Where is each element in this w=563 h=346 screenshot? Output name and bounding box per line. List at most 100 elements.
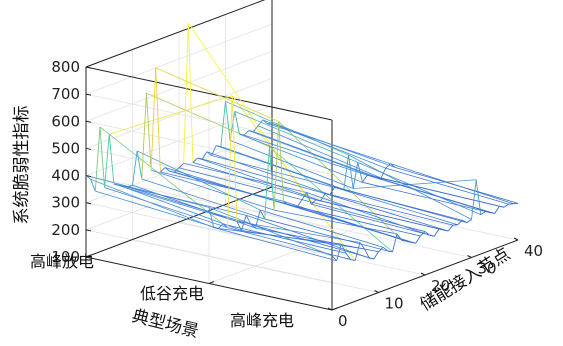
frame-edge: [85, 0, 266, 68]
surface-segment: [136, 150, 261, 211]
surface-segment: [329, 194, 453, 226]
surface-segment: [371, 175, 377, 178]
surface-segment: [345, 252, 351, 260]
z-tick-label: 400: [51, 167, 80, 185]
surface-segment: [310, 199, 317, 205]
surface-segment: [246, 214, 370, 259]
surface-segment: [146, 93, 152, 171]
surface-segment: [260, 209, 384, 248]
surface-segment: [243, 130, 250, 136]
surface-segment: [123, 185, 247, 216]
surface-segment: [406, 240, 412, 243]
surface-segment: [392, 233, 398, 253]
x-tick-label: 30: [478, 260, 497, 278]
x-axis-ticks: 0 10 20 30 40: [327, 237, 543, 330]
surface-segment: [118, 184, 242, 231]
surface-segment: [174, 167, 180, 173]
surface-segment: [301, 192, 308, 200]
surface-segment: [380, 167, 387, 179]
surface-segment: [227, 95, 233, 228]
surface-segment: [132, 150, 138, 186]
surface-segment: [211, 145, 217, 156]
surface-segment: [136, 150, 143, 180]
surface-segment: [220, 146, 344, 190]
surface-segment: [132, 184, 256, 229]
surface-segment: [367, 174, 372, 177]
surface-segment: [390, 163, 396, 168]
axes-frame: [85, 0, 519, 311]
surface-segment: [113, 183, 238, 222]
surface-segment: [380, 177, 505, 208]
surface-segment: [394, 166, 519, 204]
z-tick-mark: [85, 175, 92, 178]
surface-segment: [387, 250, 393, 253]
surface-segment: [141, 93, 147, 180]
z-tick-label: 600: [51, 112, 80, 130]
surface-segment: [234, 111, 358, 163]
surface-segment: [369, 257, 374, 260]
surface-segment: [287, 204, 412, 243]
surface-segment: [339, 187, 344, 190]
surface-segment: [99, 126, 224, 225]
surface-segment: [503, 203, 509, 208]
surface-segment: [320, 193, 326, 202]
surface-segment: [248, 130, 254, 133]
surface-segment: [118, 184, 124, 187]
surface-segment: [227, 227, 351, 260]
surface-segment: [371, 175, 495, 214]
surface-segment: [99, 126, 106, 188]
surface-segment: [354, 242, 361, 261]
x-tick-label: 10: [385, 295, 404, 313]
surface-segment: [343, 188, 467, 223]
surface-segment: [271, 122, 396, 168]
surface-segment: [155, 67, 279, 122]
surface-segment: [329, 187, 335, 195]
surface-segment: [160, 171, 284, 202]
surface-segment: [197, 157, 321, 202]
surface-segment: [366, 174, 491, 213]
surface-segment: [331, 255, 337, 262]
frame-edge: [85, 186, 273, 258]
surface-segment: [192, 162, 317, 201]
x-tick-label: 40: [524, 242, 543, 260]
x-tick-mark: [327, 307, 333, 311]
surface-segment: [320, 200, 444, 231]
surface-segment: [262, 119, 386, 169]
surface-segment: [378, 246, 384, 253]
surface-segment: [343, 154, 349, 190]
surface-segment: [202, 158, 326, 194]
surface-segment: [466, 219, 472, 223]
surface-segment: [206, 151, 331, 195]
surface-segment: [382, 246, 389, 252]
z-axis-label: 系统脆弱性指标: [12, 106, 32, 225]
surface-segment: [236, 221, 360, 243]
surface-segment: [287, 204, 293, 207]
surface-segment: [340, 243, 347, 254]
surface-segment: [169, 170, 175, 173]
surface-segment: [259, 209, 266, 220]
z-axis-ticks: 100 200 300 400 500 600 700 800: [51, 58, 92, 266]
grid-layer: [84, 0, 519, 311]
z-tick-mark: [85, 93, 92, 96]
surface-segment: [433, 228, 440, 237]
surface-segment: [104, 134, 110, 188]
surface-segment: [292, 205, 416, 244]
y-axis-label: 典型场景: [130, 306, 201, 342]
surface-segment: [178, 162, 184, 169]
surface-segment: [471, 179, 477, 220]
surface-segment: [325, 193, 449, 232]
surface-segment: [311, 203, 435, 237]
z-tick-label: 800: [51, 58, 80, 76]
surface-segment: [234, 111, 240, 135]
surface-segment: [150, 169, 275, 211]
surface-segment: [278, 121, 284, 202]
surface-segment: [113, 183, 119, 186]
x-tick-label: 20: [431, 277, 450, 295]
surface-segment: [123, 185, 128, 188]
x-tick-mark: [467, 255, 472, 258]
surface-segment: [178, 167, 303, 201]
surface-segment: [164, 167, 170, 172]
category-label: 高峰充电: [230, 311, 294, 330]
surface-segment: [127, 186, 251, 225]
surface-segment: [211, 155, 335, 188]
